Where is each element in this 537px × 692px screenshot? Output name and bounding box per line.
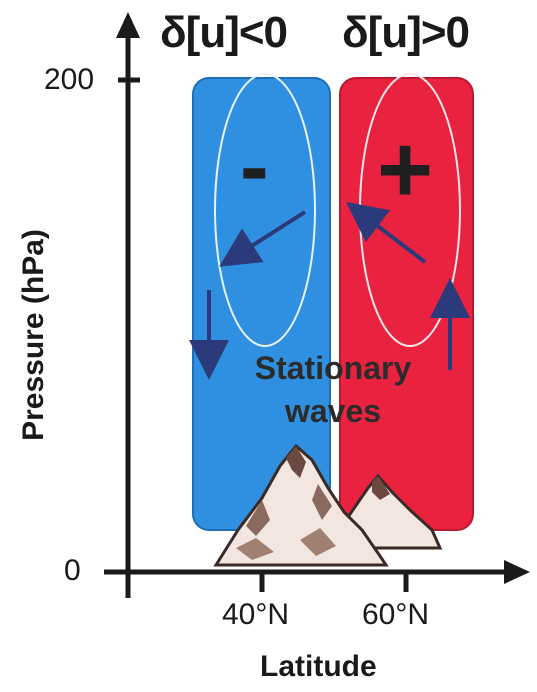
y-axis-arrowhead: [116, 12, 140, 38]
arrow-right-diagonal: [346, 201, 427, 264]
stationary-waves-line2: waves: [284, 393, 382, 429]
negative-header: δ[u]<0: [160, 8, 288, 57]
positive-header: δ[u]>0: [342, 8, 470, 57]
stationary-waves-label: Stationary waves: [218, 350, 448, 430]
arrow-left-diagonal: [219, 210, 307, 267]
x-tick-label-40: 40°N: [222, 598, 290, 631]
negative-sign: -: [240, 119, 269, 215]
y-tick-label-200: 200: [44, 63, 95, 96]
x-tick-label-60: 60°N: [362, 598, 430, 631]
positive-sign: +: [377, 116, 434, 223]
x-axis-arrowhead: [504, 560, 530, 584]
x-axis-title: Latitude: [260, 650, 377, 683]
negative-ellipse: [214, 73, 316, 347]
mountain-icon: [213, 443, 443, 567]
y-tick-label-0: 0: [64, 554, 81, 587]
stationary-waves-line1: Stationary: [254, 350, 412, 386]
y-axis-title: Pressure (hPa): [17, 229, 50, 441]
